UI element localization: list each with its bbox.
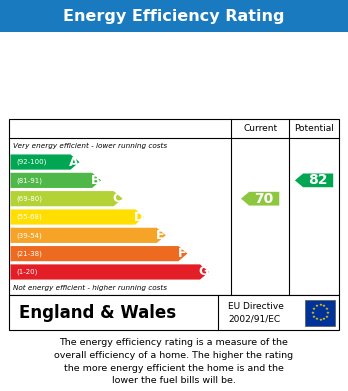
Polygon shape: [10, 173, 101, 188]
Text: ★: ★: [314, 317, 318, 321]
Bar: [9, 119, 339, 295]
Text: ★: ★: [318, 303, 322, 307]
Text: (21-38): (21-38): [17, 250, 42, 257]
Text: ★: ★: [325, 315, 329, 319]
Text: (81-91): (81-91): [17, 177, 43, 184]
Text: (39-54): (39-54): [17, 232, 42, 239]
Polygon shape: [10, 264, 209, 280]
Text: Not energy efficient - higher running costs: Not energy efficient - higher running co…: [13, 285, 167, 291]
Polygon shape: [10, 246, 187, 261]
Text: Energy Efficiency Rating: Energy Efficiency Rating: [63, 9, 285, 23]
Text: A: A: [69, 156, 79, 169]
Polygon shape: [10, 228, 166, 243]
Polygon shape: [241, 192, 279, 206]
Bar: [9, 295, 339, 330]
Text: 70: 70: [255, 192, 274, 206]
Polygon shape: [10, 154, 79, 170]
Text: (92-100): (92-100): [17, 159, 47, 165]
Text: ★: ★: [326, 311, 330, 315]
Text: ★: ★: [311, 307, 316, 311]
Text: ★: ★: [322, 304, 326, 308]
Text: (69-80): (69-80): [17, 196, 43, 202]
Text: Potential: Potential: [294, 124, 334, 133]
Text: G: G: [198, 265, 209, 278]
Text: The energy efficiency rating is a measure of the
overall efficiency of a home. T: The energy efficiency rating is a measur…: [54, 338, 294, 386]
Text: C: C: [113, 192, 122, 205]
Text: (1-20): (1-20): [17, 269, 38, 275]
Text: EU Directive
2002/91/EC: EU Directive 2002/91/EC: [228, 302, 284, 323]
Text: (55-68): (55-68): [17, 214, 42, 220]
Bar: [0, 0, 348, 32]
Text: ★: ★: [325, 307, 329, 311]
Text: Current: Current: [243, 124, 277, 133]
Text: D: D: [134, 210, 144, 224]
Text: B: B: [91, 174, 101, 187]
Polygon shape: [10, 191, 122, 206]
Bar: [306, 300, 335, 326]
Polygon shape: [295, 174, 333, 187]
Text: ★: ★: [311, 315, 316, 319]
Text: ★: ★: [310, 311, 315, 315]
Text: ★: ★: [322, 317, 326, 321]
Text: ★: ★: [318, 318, 322, 323]
Polygon shape: [10, 210, 144, 224]
Text: 82: 82: [308, 173, 328, 187]
Text: E: E: [156, 229, 165, 242]
Text: Very energy efficient - lower running costs: Very energy efficient - lower running co…: [13, 142, 167, 149]
Text: F: F: [178, 247, 186, 260]
Text: England & Wales: England & Wales: [19, 304, 176, 322]
Text: ★: ★: [314, 304, 318, 308]
